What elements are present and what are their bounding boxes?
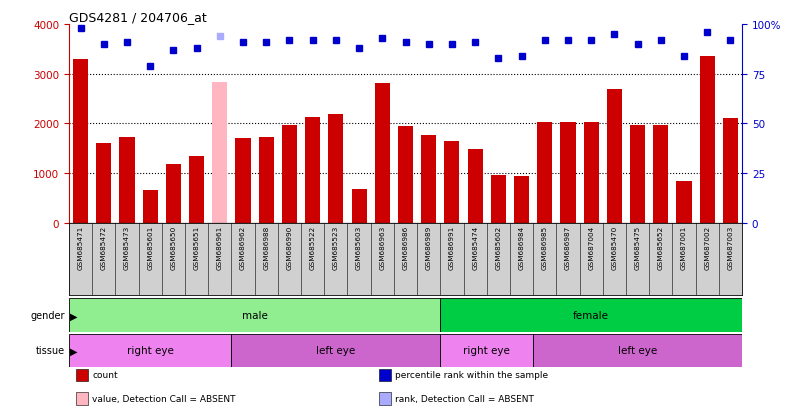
Text: rank, Detection Call = ABSENT: rank, Detection Call = ABSENT	[396, 394, 534, 403]
Text: GSM686985: GSM686985	[542, 225, 547, 269]
Text: GSM686988: GSM686988	[264, 225, 269, 269]
Text: GSM685602: GSM685602	[496, 225, 501, 269]
Bar	[379, 369, 391, 381]
Text: GSM686990: GSM686990	[286, 225, 293, 269]
Text: GSM687004: GSM687004	[588, 225, 594, 269]
Text: GSM685473: GSM685473	[124, 225, 130, 269]
Text: GSM685474: GSM685474	[472, 225, 478, 269]
Text: male: male	[242, 311, 268, 320]
Text: right eye: right eye	[463, 346, 510, 356]
Text: GSM686987: GSM686987	[565, 225, 571, 269]
Bar	[305, 118, 320, 223]
Bar	[630, 126, 646, 223]
Text: gender: gender	[30, 311, 65, 320]
Bar	[75, 369, 88, 381]
Bar	[514, 176, 529, 223]
Text: GSM686961: GSM686961	[217, 225, 223, 269]
Bar	[235, 139, 251, 223]
Bar	[375, 84, 390, 223]
Bar	[259, 138, 274, 223]
Text: left eye: left eye	[316, 346, 355, 356]
Bar	[723, 119, 738, 223]
Text: GSM685472: GSM685472	[101, 225, 107, 269]
Text: ▶: ▶	[70, 346, 77, 356]
Bar	[491, 176, 506, 223]
Bar	[440, 299, 742, 332]
Text: GSM685603: GSM685603	[356, 225, 362, 269]
Bar	[165, 164, 181, 223]
Bar	[537, 123, 552, 223]
Bar	[607, 90, 622, 223]
Text: right eye: right eye	[127, 346, 174, 356]
Text: percentile rank within the sample: percentile rank within the sample	[396, 370, 548, 380]
Bar	[328, 114, 343, 223]
Bar	[282, 126, 297, 223]
Bar	[143, 191, 157, 223]
Text: GSM685475: GSM685475	[635, 225, 641, 269]
Text: GSM686962: GSM686962	[240, 225, 246, 269]
Text: GSM687002: GSM687002	[704, 225, 710, 269]
Bar	[97, 144, 111, 223]
Text: GSM686989: GSM686989	[426, 225, 431, 269]
Text: GSM686986: GSM686986	[402, 225, 409, 269]
Text: GSM685652: GSM685652	[658, 225, 664, 269]
Text: GSM685523: GSM685523	[333, 225, 339, 269]
Text: female: female	[573, 311, 609, 320]
Text: GSM687003: GSM687003	[727, 225, 733, 269]
Bar	[212, 83, 227, 223]
Text: left eye: left eye	[618, 346, 657, 356]
Bar	[533, 334, 742, 368]
Text: GSM685651: GSM685651	[194, 225, 200, 269]
Text: count: count	[92, 370, 118, 380]
Bar	[75, 392, 88, 404]
Bar	[73, 59, 88, 223]
Bar	[560, 122, 576, 223]
Bar	[676, 181, 692, 223]
Bar	[189, 157, 204, 223]
Text: GSM686991: GSM686991	[449, 225, 455, 269]
Bar	[231, 334, 440, 368]
Bar	[444, 141, 460, 223]
Bar	[468, 149, 483, 223]
Bar	[398, 126, 413, 223]
Text: GSM685522: GSM685522	[310, 225, 315, 269]
Text: GSM685601: GSM685601	[147, 225, 153, 269]
Text: tissue: tissue	[36, 346, 65, 356]
Text: GSM685650: GSM685650	[170, 225, 176, 269]
Bar	[379, 392, 391, 404]
Text: ▶: ▶	[70, 311, 77, 320]
Bar	[69, 299, 440, 332]
Bar	[654, 126, 668, 223]
Text: GSM687001: GSM687001	[681, 225, 687, 269]
Text: GDS4281 / 204706_at: GDS4281 / 204706_at	[69, 11, 207, 24]
Bar	[700, 57, 714, 223]
Text: GSM685470: GSM685470	[611, 225, 617, 269]
Text: GSM686984: GSM686984	[518, 225, 525, 269]
Bar	[584, 123, 599, 223]
Text: value, Detection Call = ABSENT: value, Detection Call = ABSENT	[92, 394, 236, 403]
Text: GSM685471: GSM685471	[78, 225, 84, 269]
Bar	[440, 334, 533, 368]
Bar	[421, 136, 436, 223]
Text: GSM686963: GSM686963	[380, 225, 385, 269]
Bar	[69, 334, 231, 368]
Bar	[119, 138, 135, 223]
Bar	[351, 189, 367, 223]
